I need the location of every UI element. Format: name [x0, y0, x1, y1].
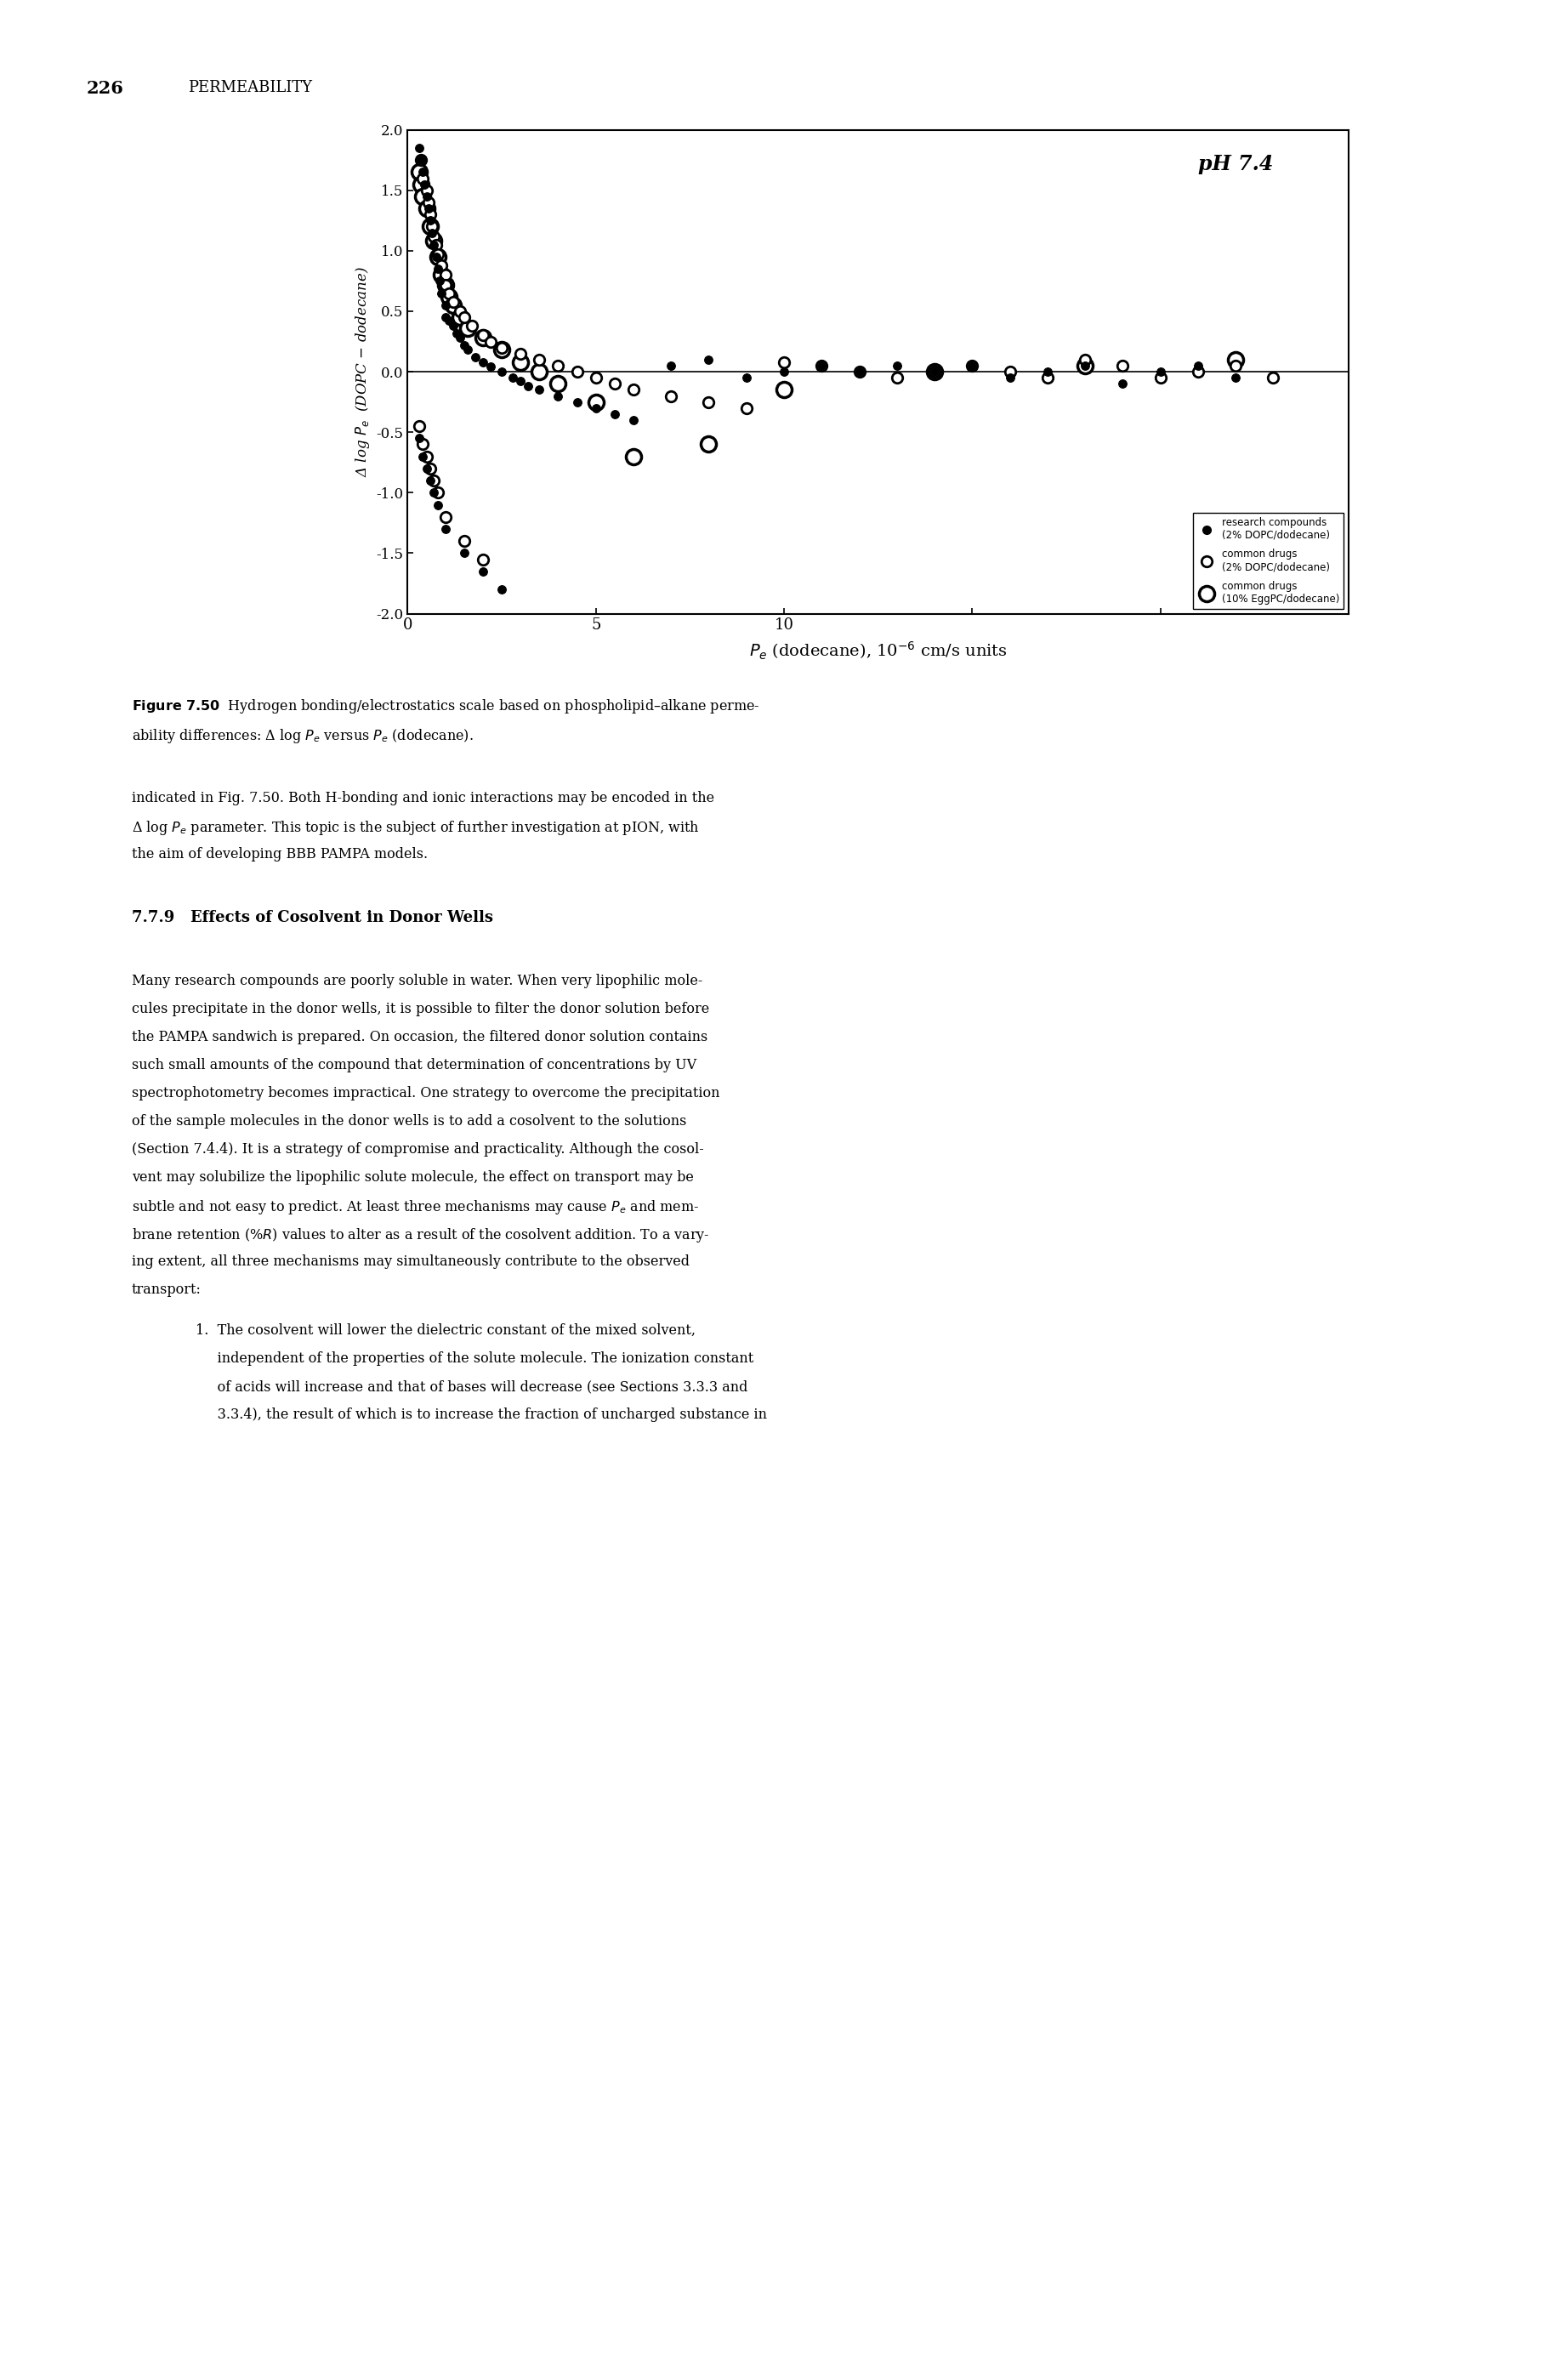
Text: pH 7.4: pH 7.4	[1198, 153, 1273, 175]
Text: independent of the properties of the solute molecule. The ionization constant: independent of the properties of the sol…	[196, 1352, 754, 1366]
Text: $\bf{Figure\ 7.50}$  Hydrogen bonding/electrostatics scale based on phospholipid: $\bf{Figure\ 7.50}$ Hydrogen bonding/ele…	[132, 696, 760, 715]
Text: 226: 226	[86, 80, 124, 97]
Text: of acids will increase and that of bases will decrease (see Sections 3.3.3 and: of acids will increase and that of bases…	[196, 1381, 748, 1395]
Text: cules precipitate in the donor wells, it is possible to filter the donor solutio: cules precipitate in the donor wells, it…	[132, 1003, 709, 1017]
Text: such small amounts of the compound that determination of concentrations by UV: such small amounts of the compound that …	[132, 1057, 696, 1071]
Text: spectrophotometry becomes impractical. One strategy to overcome the precipitatio: spectrophotometry becomes impractical. O…	[132, 1086, 720, 1100]
Text: subtle and not easy to predict. At least three mechanisms may cause $P_e$ and me: subtle and not easy to predict. At least…	[132, 1199, 699, 1215]
Y-axis label: Δ log $P_e$  (DOPC − dodecane): Δ log $P_e$ (DOPC − dodecane)	[354, 267, 372, 477]
Text: 7.7.9   Effects of Cosolvent in Donor Wells: 7.7.9 Effects of Cosolvent in Donor Well…	[132, 911, 494, 925]
Text: 1.  The cosolvent will lower the dielectric constant of the mixed solvent,: 1. The cosolvent will lower the dielectr…	[196, 1324, 696, 1338]
Text: indicated in Fig. 7.50. Both H-bonding and ionic interactions may be encoded in : indicated in Fig. 7.50. Both H-bonding a…	[132, 791, 715, 805]
Text: of the sample molecules in the donor wells is to add a cosolvent to the solution: of the sample molecules in the donor wel…	[132, 1114, 687, 1128]
Text: vent may solubilize the lipophilic solute molecule, the effect on transport may : vent may solubilize the lipophilic solut…	[132, 1171, 693, 1185]
Text: ability differences: Δ log $P_e$ versus $P_e$ (dodecane).: ability differences: Δ log $P_e$ versus …	[132, 727, 474, 746]
Text: (Section 7.4.4). It is a strategy of compromise and practicality. Although the c: (Section 7.4.4). It is a strategy of com…	[132, 1142, 704, 1156]
Text: brane retention (%$R$) values to alter as a result of the cosolvent addition. To: brane retention (%$R$) values to alter a…	[132, 1227, 710, 1244]
Legend: research compounds
(2% DOPC/dodecane), common drugs
(2% DOPC/dodecane), common d: research compounds (2% DOPC/dodecane), c…	[1193, 512, 1344, 609]
Text: Δ log $P_e$ parameter. This topic is the subject of further investigation at pIO: Δ log $P_e$ parameter. This topic is the…	[132, 819, 699, 838]
Text: the aim of developing BBB PAMPA models.: the aim of developing BBB PAMPA models.	[132, 847, 428, 861]
Text: Many research compounds are poorly soluble in water. When very lipophilic mole-: Many research compounds are poorly solub…	[132, 975, 702, 989]
Text: the PAMPA sandwich is prepared. On occasion, the filtered donor solution contain: the PAMPA sandwich is prepared. On occas…	[132, 1029, 707, 1045]
X-axis label: $P_e$ (dodecane), 10$^{-6}$ cm/s units: $P_e$ (dodecane), 10$^{-6}$ cm/s units	[750, 640, 1007, 661]
Text: transport:: transport:	[132, 1281, 201, 1298]
Text: ing extent, all three mechanisms may simultaneously contribute to the observed: ing extent, all three mechanisms may sim…	[132, 1256, 690, 1270]
Text: PERMEABILITY: PERMEABILITY	[188, 80, 312, 94]
Text: 3.3.4), the result of which is to increase the fraction of uncharged substance i: 3.3.4), the result of which is to increa…	[196, 1407, 767, 1423]
